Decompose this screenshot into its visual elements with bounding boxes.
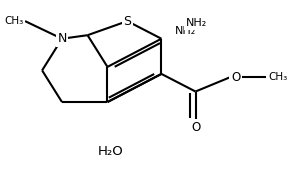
- Text: NH₂: NH₂: [186, 18, 207, 28]
- Text: CH₃: CH₃: [4, 16, 24, 26]
- Text: O: O: [231, 71, 240, 84]
- Text: O: O: [191, 121, 200, 134]
- Text: NH₂: NH₂: [175, 26, 196, 36]
- Text: H₂O: H₂O: [97, 145, 123, 158]
- Text: S: S: [123, 15, 131, 28]
- Text: CH₃: CH₃: [268, 73, 287, 82]
- Text: N: N: [57, 32, 67, 45]
